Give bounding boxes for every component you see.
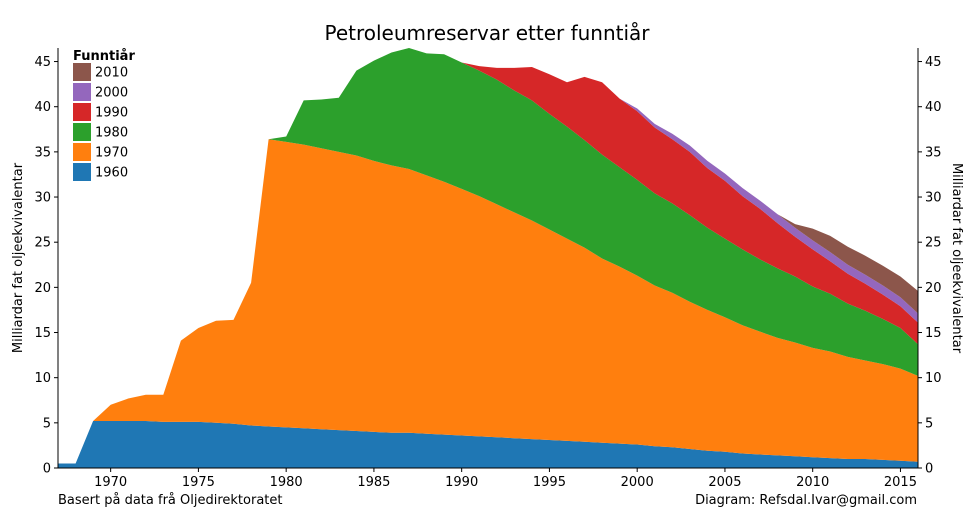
x-tick-label: 1995 [533,475,566,490]
y-tick-label-left: 45 [34,55,51,70]
y-tick-label-right: 40 [925,100,942,115]
x-tick-label: 1975 [182,475,215,490]
y-tick-label-right: 35 [925,145,942,160]
y-tick-label-left: 10 [34,371,51,386]
chart-title: Petroleumreservar etter funntiår [324,21,650,45]
legend-label-1960: 1960 [95,166,128,181]
y-tick-label-right: 25 [925,236,942,251]
axes: 0 0 5 5 10 10 15 15 20 20 25 25 30 30 35 35 40 40 45 45 1970… [34,48,942,490]
legend-label-1980: 1980 [95,126,128,141]
legend-label-2000: 2000 [95,86,128,101]
y-tick-label-left: 5 [43,416,51,431]
area-1960 [58,421,918,468]
y-axis-label-right: Milliardar fat oljeekvivalentar [949,163,964,354]
legend-label-1990: 1990 [95,106,128,121]
y-tick-label-left: 25 [34,236,51,251]
legend-swatch-1990 [73,103,91,121]
x-tick-label: 2010 [796,475,829,490]
y-axis-label-left: Milliardar fat oljeekvivalentar [11,162,26,353]
y-tick-label-right: 20 [925,281,942,296]
legend-swatch-1980 [73,123,91,141]
legend-swatch-1970 [73,143,91,161]
legend-label-2010: 2010 [95,66,128,81]
x-tick-label: 2000 [621,475,654,490]
x-tick-label: 1970 [94,475,127,490]
x-tick-label: 1980 [270,475,303,490]
x-tick-label: 2005 [708,475,741,490]
y-tick-label-left: 40 [34,100,51,115]
y-tick-label-right: 10 [925,371,942,386]
legend-label-1970: 1970 [95,146,128,161]
y-tick-label-right: 0 [925,462,933,477]
y-tick-label-left: 35 [34,145,51,160]
y-tick-label-left: 20 [34,281,51,296]
x-tick-label: 1990 [445,475,478,490]
legend-swatch-2000 [73,83,91,101]
y-tick-label-left: 30 [34,191,51,206]
footer-credit: Diagram: Refsdal.Ivar@gmail.com [695,493,917,508]
legend-swatch-1960 [73,163,91,181]
x-tick-label: 2015 [884,475,917,490]
area-1980 [58,48,918,464]
y-tick-label-left: 15 [34,326,51,341]
footer-source: Basert på data frå Oljedirektoratet [58,493,282,508]
area-1970 [58,139,918,464]
legend: Funntiår 2010 2000 1990 1980 1970 1960 [73,49,135,181]
legend-title: Funntiår [73,49,135,64]
y-tick-label-right: 15 [925,326,942,341]
y-tick-label-left: 0 [43,462,51,477]
y-tick-label-right: 30 [925,191,942,206]
x-tick-label: 1985 [357,475,390,490]
y-tick-label-right: 45 [925,55,942,70]
stacked-areas [58,48,918,468]
legend-swatch-2010 [73,63,91,81]
y-tick-label-right: 5 [925,416,933,431]
